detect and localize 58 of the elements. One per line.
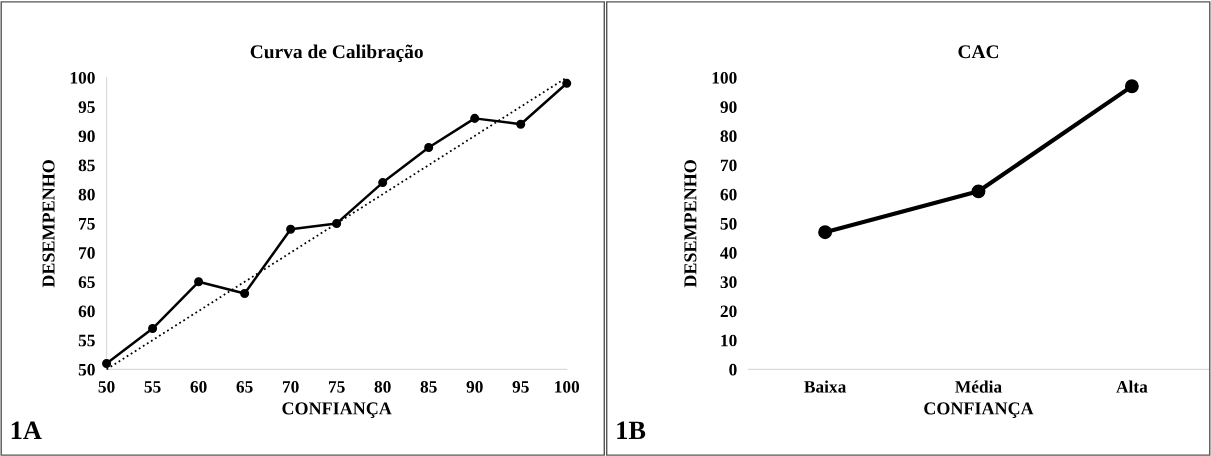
y-tick-label: 80 bbox=[78, 188, 95, 201]
y-tick-label: 100 bbox=[70, 72, 95, 84]
x-tick-label: 85 bbox=[420, 380, 437, 393]
point bbox=[240, 288, 250, 298]
y-tick-label: 75 bbox=[79, 218, 95, 230]
x-tick-label: Média bbox=[955, 380, 1002, 393]
y-tick-label: 70 bbox=[720, 159, 737, 172]
point bbox=[1124, 79, 1139, 94]
point bbox=[102, 359, 112, 369]
x-axis-title: CONFIANÇA bbox=[282, 402, 392, 419]
y-tick-label: 20 bbox=[720, 305, 737, 318]
y-tick-label: 70 bbox=[79, 247, 95, 259]
x-tick-label: 70 bbox=[282, 380, 299, 393]
y-tick-label: 60 bbox=[720, 188, 737, 201]
text: 1B bbox=[617, 421, 646, 440]
x-tick-label: 60 bbox=[190, 380, 207, 393]
y-tick-label: 40 bbox=[720, 247, 737, 259]
y-tick-label: 90 bbox=[78, 130, 95, 143]
x-tick-label: Alta bbox=[1116, 380, 1148, 393]
x-tick-label: 55 bbox=[144, 381, 161, 393]
x-axis-title: CONFIANÇA bbox=[924, 402, 1034, 419]
point bbox=[148, 323, 158, 334]
point bbox=[971, 184, 986, 199]
chart-title: CAC bbox=[958, 45, 999, 59]
x-tick-label: 90 bbox=[466, 380, 483, 393]
text: 1A bbox=[11, 421, 42, 439]
y-tick-label: 90 bbox=[720, 101, 737, 113]
x-tick-label: 50 bbox=[98, 380, 115, 393]
y-tick-label: 65 bbox=[78, 276, 95, 288]
point bbox=[470, 113, 480, 123]
x-tick-label: 75 bbox=[328, 381, 345, 393]
y-tick-label: 0 bbox=[729, 363, 737, 376]
y-tick-label: 95 bbox=[78, 101, 95, 113]
point bbox=[562, 78, 572, 88]
point bbox=[516, 119, 526, 129]
y-tick-label: 85 bbox=[78, 159, 95, 172]
point bbox=[286, 224, 296, 234]
x-tick-label: 95 bbox=[512, 381, 529, 393]
x-tick-label: Baixa bbox=[804, 380, 847, 393]
y-tick-label: 100 bbox=[712, 72, 737, 84]
x-tick-label: 65 bbox=[236, 381, 253, 393]
point bbox=[424, 143, 434, 153]
x-tick-label: 80 bbox=[374, 380, 391, 393]
y-tick-label: 50 bbox=[720, 217, 737, 230]
point bbox=[378, 178, 388, 188]
chart-title: Curva de Calibração bbox=[250, 44, 423, 63]
y-axis-title: DESEMPENHO bbox=[42, 160, 55, 288]
y-tick-label: 10 bbox=[721, 334, 737, 347]
x-tick-label: 100 bbox=[555, 380, 580, 393]
y-tick-label: 50 bbox=[78, 363, 95, 376]
y-tick-label: 60 bbox=[78, 305, 95, 318]
y-axis-title: DESEMPENHO bbox=[684, 160, 697, 288]
point bbox=[332, 218, 342, 228]
y-tick-label: 30 bbox=[720, 276, 737, 288]
y-tick-label: 55 bbox=[78, 334, 95, 347]
point bbox=[818, 225, 833, 240]
point bbox=[194, 277, 204, 287]
y-tick-label: 80 bbox=[720, 130, 737, 143]
